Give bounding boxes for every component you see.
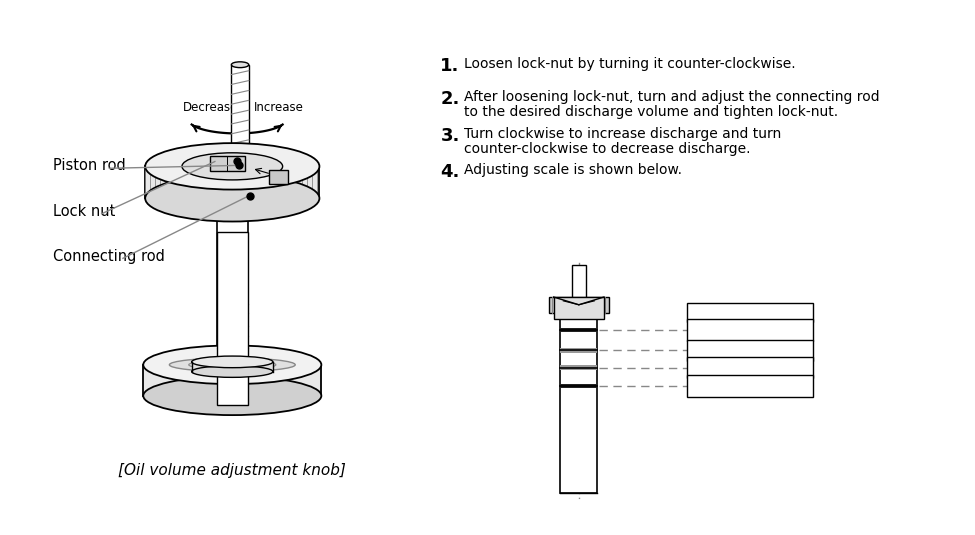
Text: Loosen lock-nut by turning it counter-clockwise.: Loosen lock-nut by turning it counter-cl… [464, 57, 796, 71]
Text: Turn clockwise to increase discharge and turn: Turn clockwise to increase discharge and… [464, 127, 781, 141]
FancyBboxPatch shape [687, 319, 813, 341]
FancyBboxPatch shape [561, 348, 598, 353]
FancyBboxPatch shape [572, 265, 586, 297]
FancyBboxPatch shape [554, 297, 604, 319]
Text: Decrease: Decrease [183, 101, 239, 114]
Text: 2.: 2. [441, 90, 460, 108]
FancyBboxPatch shape [561, 365, 598, 370]
FancyBboxPatch shape [561, 384, 598, 388]
FancyBboxPatch shape [561, 309, 598, 493]
Text: Adjusting scale is shown below.: Adjusting scale is shown below. [464, 164, 682, 178]
Text: Connecting rod: Connecting rod [54, 249, 165, 264]
FancyBboxPatch shape [216, 326, 248, 336]
Text: 1.: 1. [441, 57, 460, 75]
FancyBboxPatch shape [216, 348, 248, 358]
Text: counter-clockwise to decrease discharge.: counter-clockwise to decrease discharge. [464, 142, 750, 156]
FancyBboxPatch shape [216, 304, 248, 314]
Ellipse shape [143, 346, 322, 384]
Ellipse shape [145, 143, 320, 189]
FancyBboxPatch shape [143, 365, 322, 396]
Ellipse shape [170, 358, 295, 371]
FancyBboxPatch shape [231, 65, 249, 164]
FancyBboxPatch shape [210, 156, 245, 171]
FancyBboxPatch shape [687, 303, 813, 322]
FancyBboxPatch shape [549, 297, 608, 314]
FancyBboxPatch shape [145, 166, 320, 198]
FancyBboxPatch shape [216, 232, 248, 406]
Text: After loosening lock-nut, turn and adjust the connecting rod: After loosening lock-nut, turn and adjus… [464, 90, 879, 104]
Ellipse shape [231, 62, 249, 67]
Text: Lock nut: Lock nut [54, 204, 116, 219]
FancyBboxPatch shape [687, 357, 813, 378]
Ellipse shape [143, 377, 322, 415]
Text: to the desired discharge volume and tighten lock-nut.: to the desired discharge volume and tigh… [464, 105, 838, 119]
Text: 4.: 4. [441, 164, 460, 181]
Text: 2.5mℓ: 2.5mℓ [729, 323, 770, 337]
Text: Increase: Increase [254, 101, 303, 114]
Ellipse shape [192, 366, 273, 377]
FancyBboxPatch shape [687, 376, 813, 397]
Ellipse shape [182, 153, 283, 180]
FancyBboxPatch shape [216, 198, 248, 362]
Ellipse shape [192, 356, 273, 368]
FancyBboxPatch shape [192, 362, 273, 371]
Ellipse shape [189, 360, 276, 370]
Text: 3.: 3. [441, 127, 460, 144]
FancyBboxPatch shape [687, 340, 813, 361]
FancyBboxPatch shape [561, 327, 598, 332]
FancyBboxPatch shape [269, 170, 289, 184]
Ellipse shape [145, 175, 320, 221]
Text: [Oil volume adjustment knob]: [Oil volume adjustment knob] [118, 463, 346, 478]
Text: Reference position: Reference position [695, 306, 805, 319]
Text: 0: 0 [746, 379, 755, 393]
Text: 1.5mℓ: 1.5mℓ [729, 361, 771, 374]
Text: 2.0mℓ: 2.0mℓ [729, 343, 770, 357]
Text: Piston rod: Piston rod [54, 158, 126, 173]
